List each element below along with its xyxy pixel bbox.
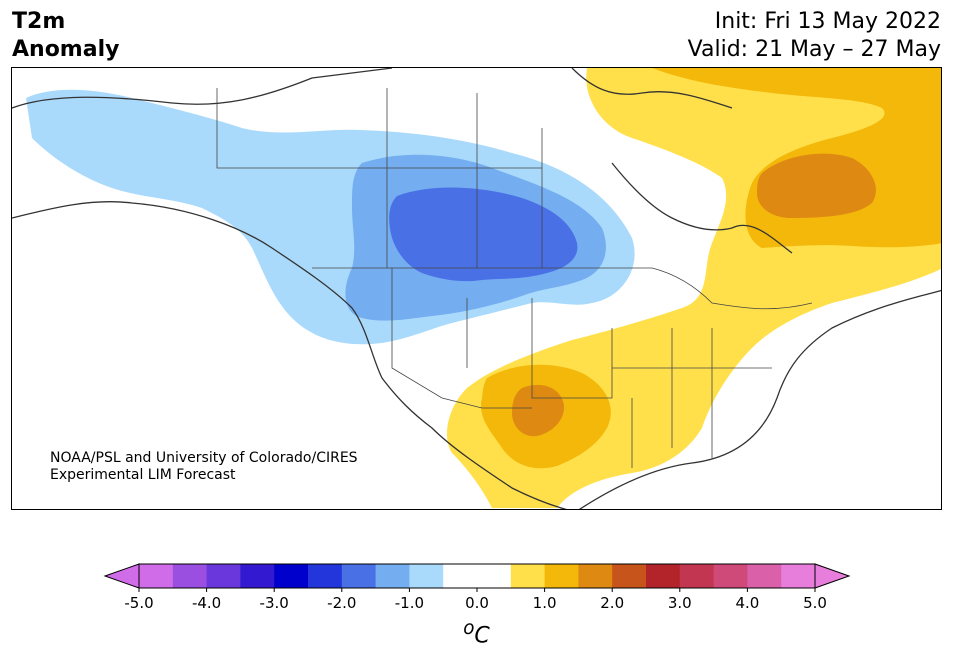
colorbar-cells [139,564,816,588]
colorbar-tick-label: 5.0 [803,594,827,612]
colorbar-cell [240,564,275,588]
colorbar-cell [274,564,309,588]
forecast-dates: Init: Fri 13 May 2022 Valid: 21 May – 27… [688,8,941,64]
colorbar-tick-label: -3.0 [260,594,289,612]
colorbar-cell [375,564,410,588]
colorbar-tick-label: -1.0 [395,594,424,612]
anomaly-map [12,68,941,509]
colorbar-tick-label: 1.0 [533,594,557,612]
colorbar-tick-label: 0.0 [465,594,489,612]
colorbar-cell [544,564,579,588]
colorbar-extend-low [103,563,140,589]
colorbar-tick-label: 4.0 [735,594,759,612]
colorbar-cell [646,564,681,588]
map-title: T2m Anomaly [12,8,119,64]
colorbar-tick-label: 3.0 [668,594,692,612]
colorbar-tick-label: -2.0 [327,594,356,612]
colorbar-cell [781,564,816,588]
colorbar-cell [679,564,715,588]
colorbar-cell [139,564,174,588]
colorbar-tick-label: -5.0 [124,594,153,612]
colorbar: -5.0 -4.0 -3.0 -2.0 -1.0 0.0 1.0 2.0 3.0 4.0 5.0 [103,563,851,612]
cold-anomaly-strong [389,187,578,282]
colorbar-tick-label: 2.0 [600,594,624,612]
map-panel: NOAA/PSL and University of Colorado/CIRE… [11,67,942,510]
warm-anomaly-strong-east [757,153,876,218]
colorbar-cell [409,564,444,588]
colorbar-cell [747,564,782,588]
credit-line-1: NOAA/PSL and University of Colorado/CIRE… [50,450,358,466]
colorbar-cell [510,564,546,588]
colorbar-extend-high [814,563,851,589]
title-line-2: Anomaly [12,37,120,62]
credit-text: NOAA/PSL and University of Colorado/CIRE… [50,450,358,484]
colorbar-cell [172,564,208,588]
colorbar-cell [477,564,512,588]
valid-range: Valid: 21 May – 27 May [687,37,941,62]
colorbar-cell [713,564,748,588]
colorbar-cell [578,564,613,588]
colorbar-cell [206,564,241,588]
colorbar-cell [612,564,647,588]
init-date: Init: Fri 13 May 2022 [714,9,941,34]
title-line-1: T2m [12,9,66,34]
colorbar-ticks: -5.0 -4.0 -3.0 -2.0 -1.0 0.0 1.0 2.0 3.0 4.0 5.0 [124,588,827,612]
colorbar-cell [341,564,377,588]
coastlines [12,68,941,509]
colorbar-unit: oC [463,618,490,649]
colorbar-cell [443,564,478,588]
credit-line-2: Experimental LIM Forecast [50,467,236,483]
colorbar-tick-label: -4.0 [192,594,221,612]
colorbar-cell [308,564,343,588]
political-borders [216,88,813,468]
